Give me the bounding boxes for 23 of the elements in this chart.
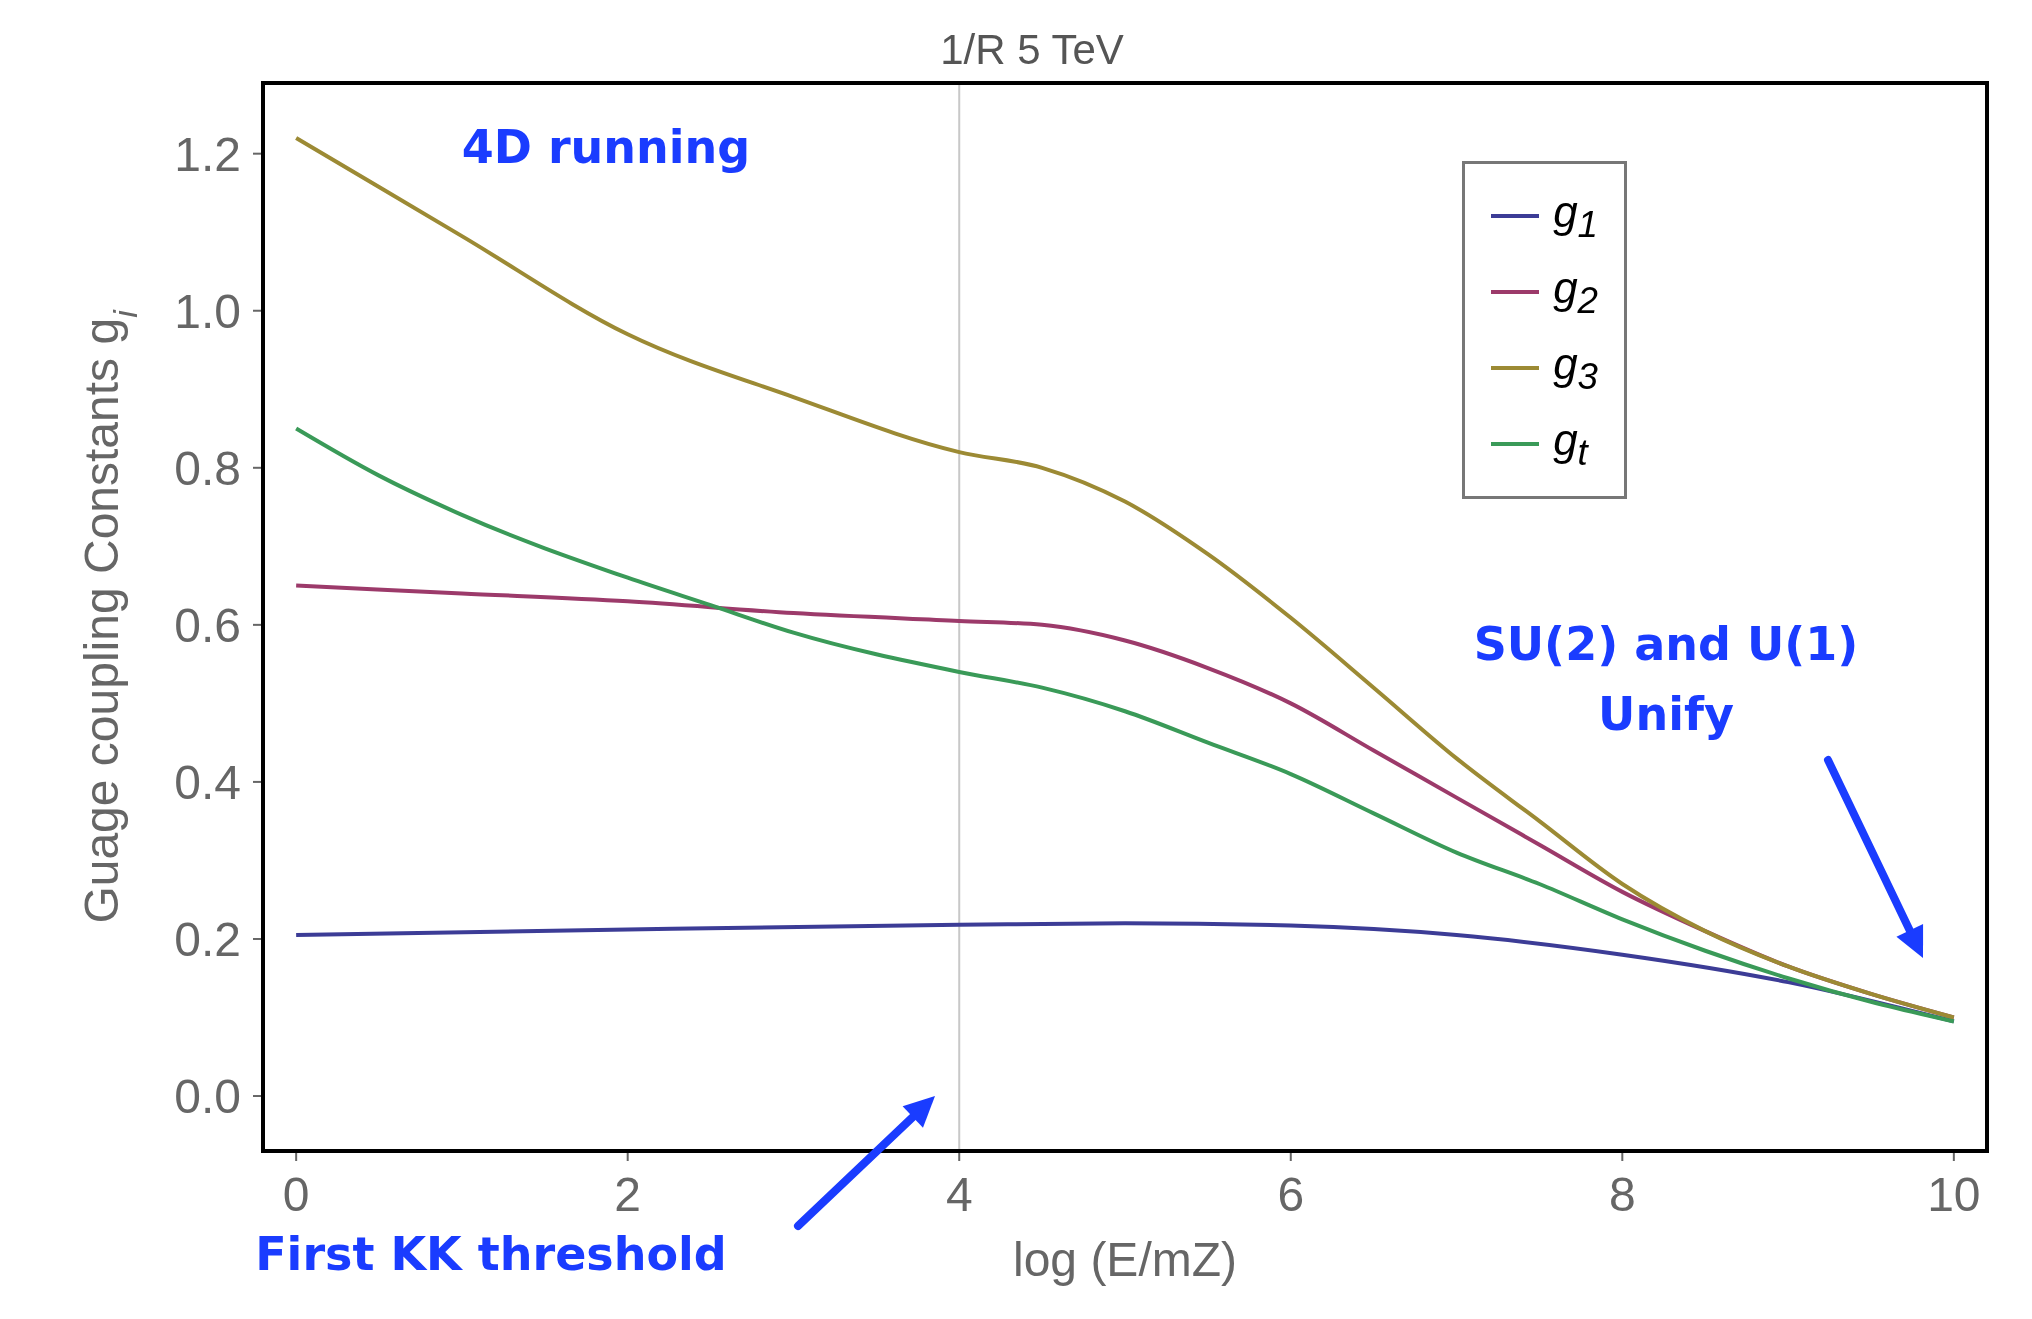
y-tick-label: 1.2 (174, 127, 241, 181)
x-tick-label: 2 (614, 1168, 642, 1222)
x-tick-label: 6 (1277, 1168, 1305, 1222)
legend-label: g$_{2}$ (1553, 262, 1598, 322)
text: First KK threshold (255, 1227, 727, 1281)
x-tick-label: 10 (1927, 1168, 1981, 1222)
legend-label: g$_{t}$ (1553, 414, 1588, 474)
y-tick-label: 1.0 (174, 284, 241, 338)
x-axis-title: log (E/mZ) (1012, 1233, 1238, 1286)
y-tick-label: 0.2 (174, 913, 241, 967)
y-tick-label: 0.6 (174, 598, 241, 652)
legend-label: g$_{3}$ (1553, 338, 1598, 398)
line-series (294, 426, 1956, 1024)
x-tick-label: 0 (282, 1168, 310, 1222)
x-tick-label: 8 (1608, 1168, 1636, 1222)
x-tick-label: 4 (945, 1168, 973, 1222)
y-tick-label: 0.4 (174, 755, 241, 809)
annotation: 4D running (461, 120, 751, 174)
chart-title: 1/R 5 TeV (939, 26, 1125, 74)
legend-label: g$_{1}$ (1553, 186, 1598, 246)
annotation: SU(2) and U(1) Unify (1473, 617, 1859, 741)
y-tick-label: 0.8 (174, 441, 241, 495)
y-tick-label: 0.0 (174, 1070, 241, 1124)
